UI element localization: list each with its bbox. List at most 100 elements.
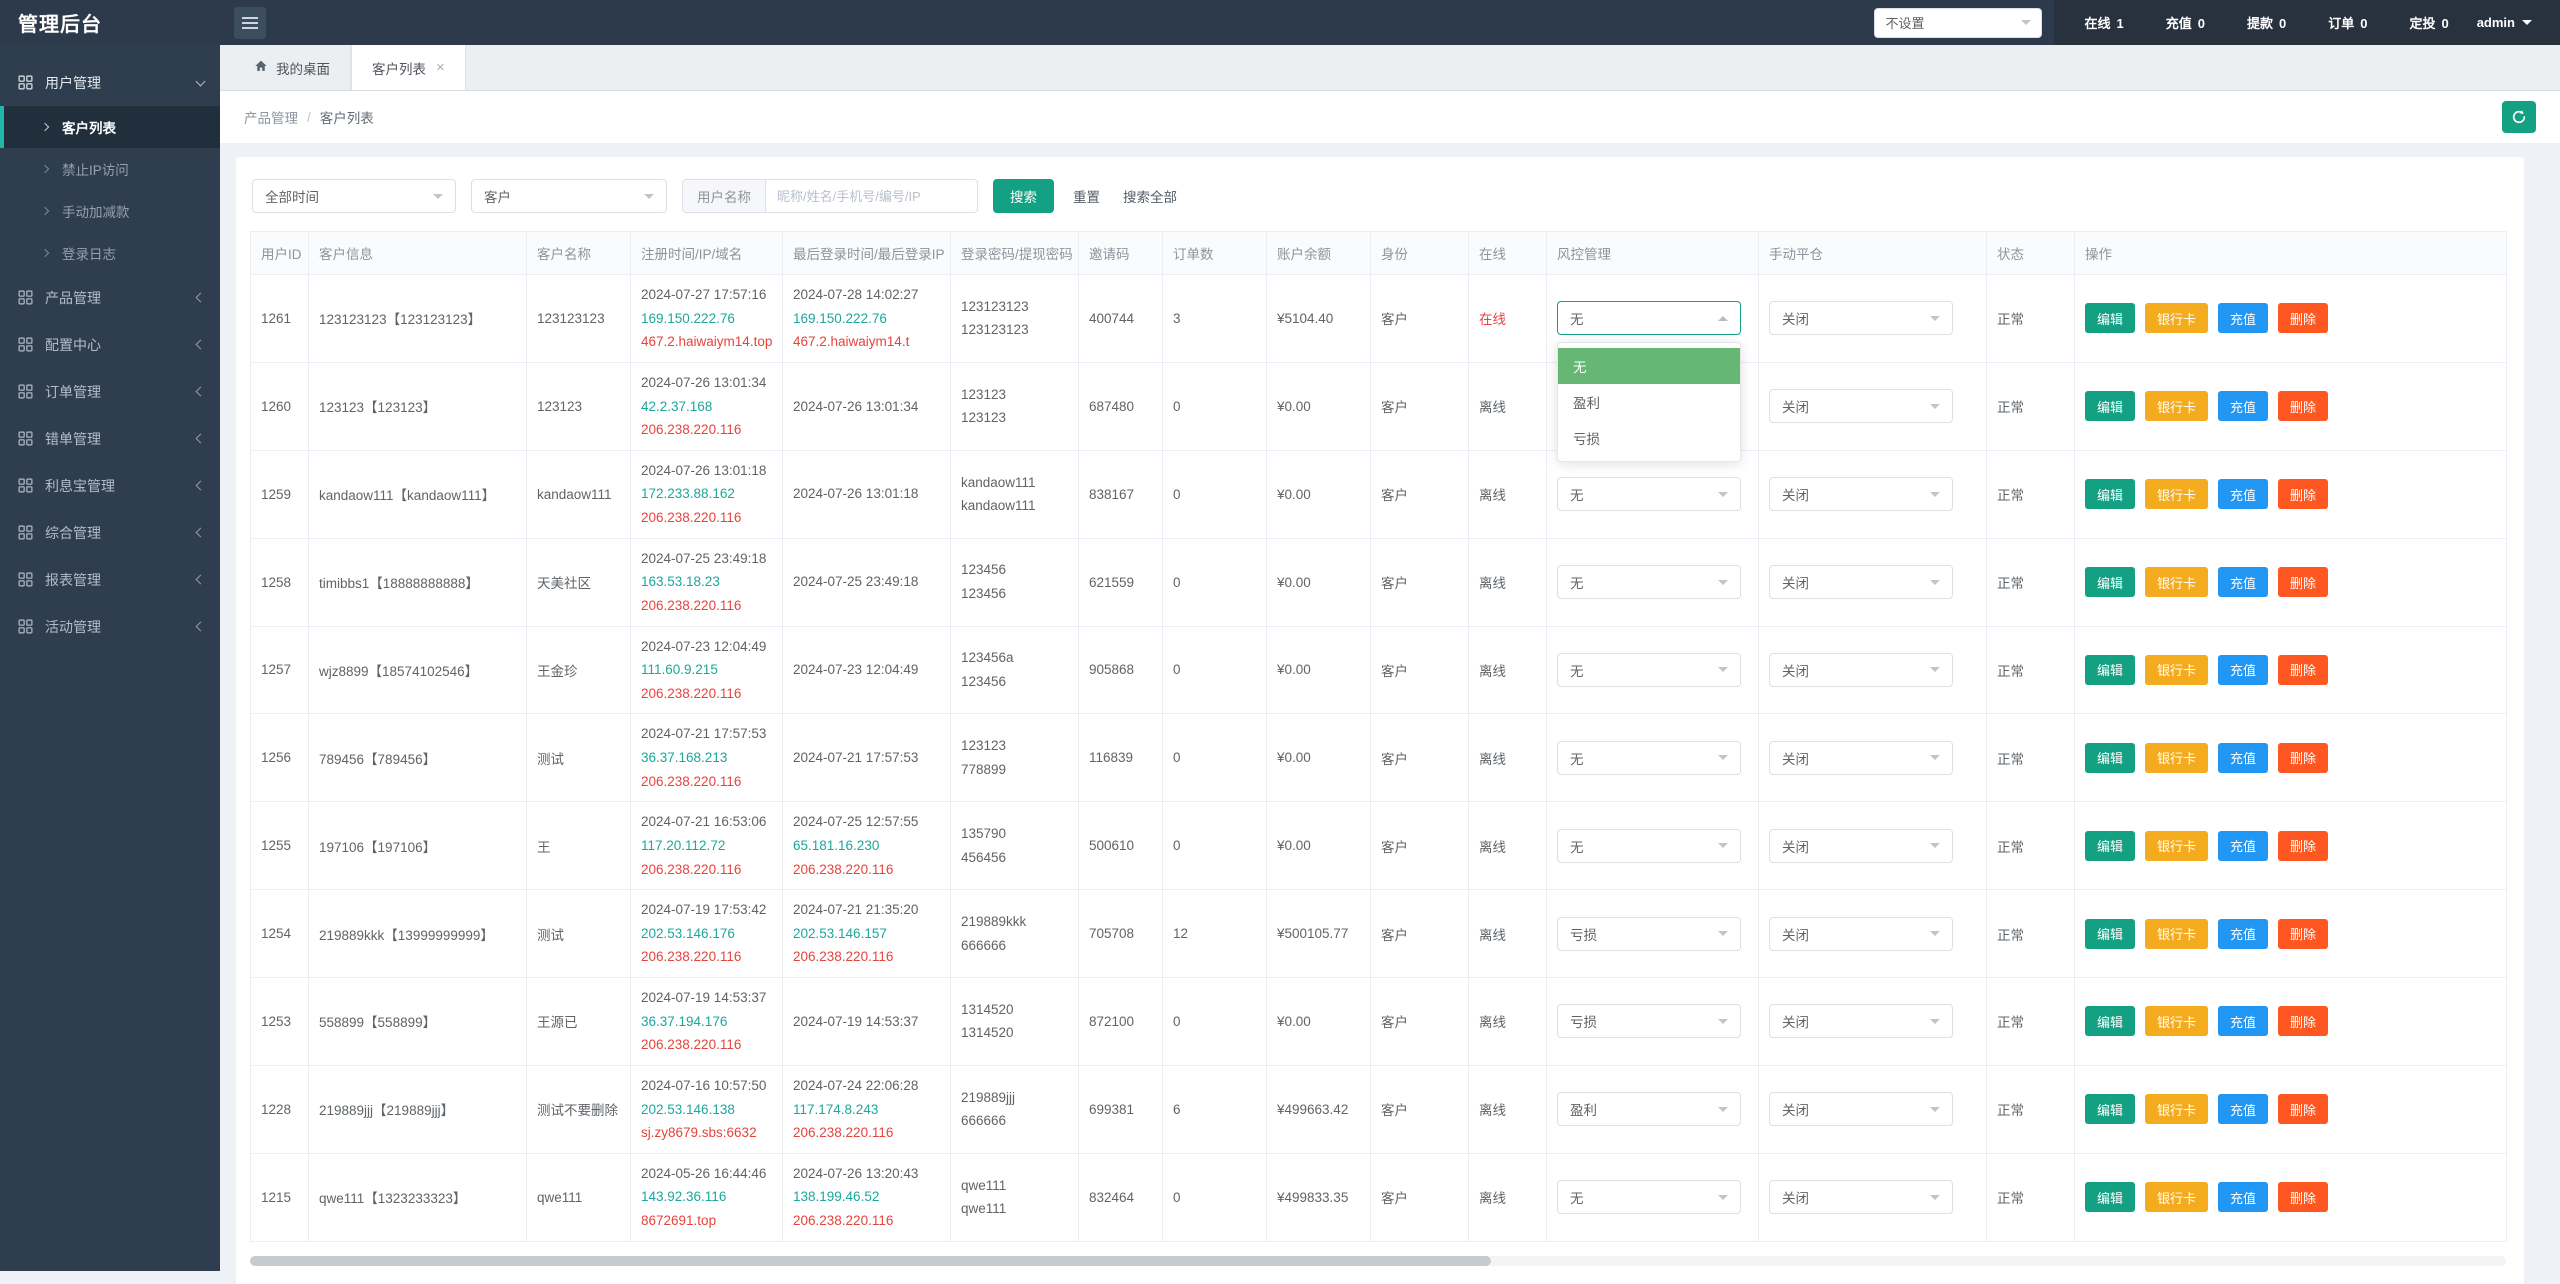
bank-card-button[interactable]: 银行卡	[2145, 567, 2208, 597]
bank-card-button[interactable]: 银行卡	[2145, 303, 2208, 333]
close-position-select[interactable]: 关闭	[1769, 653, 1953, 687]
delete-button[interactable]: 删除	[2278, 303, 2328, 333]
edit-button[interactable]: 编辑	[2085, 1182, 2135, 1212]
edit-button[interactable]: 编辑	[2085, 743, 2135, 773]
bank-card-button[interactable]: 银行卡	[2145, 743, 2208, 773]
edit-button[interactable]: 编辑	[2085, 1094, 2135, 1124]
reset-button[interactable]: 重置	[1069, 179, 1104, 213]
recharge-button[interactable]: 充值	[2218, 391, 2268, 421]
cell-last-login: 2024-07-21 21:35:20 202.53.146.157 206.2…	[783, 890, 951, 978]
edit-button[interactable]: 编辑	[2085, 479, 2135, 509]
sidebar-group-4[interactable]: 错单管理	[0, 415, 220, 462]
bank-card-button[interactable]: 银行卡	[2145, 479, 2208, 509]
risk-option[interactable]: 无	[1558, 348, 1740, 384]
delete-button[interactable]: 删除	[2278, 1094, 2328, 1124]
delete-button[interactable]: 删除	[2278, 479, 2328, 509]
close-position-select[interactable]: 关闭	[1769, 1092, 1953, 1126]
recharge-button[interactable]: 充值	[2218, 1006, 2268, 1036]
sidebar-group-7[interactable]: 报表管理	[0, 556, 220, 603]
risk-select[interactable]: 无	[1557, 1180, 1741, 1214]
recharge-button[interactable]: 充值	[2218, 655, 2268, 685]
risk-option[interactable]: 盈利	[1558, 384, 1740, 420]
risk-select[interactable]: 盈利	[1557, 1092, 1741, 1126]
breadcrumb-item[interactable]: 产品管理	[244, 107, 298, 127]
preset-select[interactable]: 不设置	[1874, 8, 2042, 38]
delete-button[interactable]: 删除	[2278, 1006, 2328, 1036]
risk-select[interactable]: 亏损	[1557, 1004, 1741, 1038]
sidebar-subitem[interactable]: 客户列表	[0, 106, 220, 148]
sidebar-toggle-button[interactable]	[234, 7, 266, 39]
risk-option[interactable]: 亏损	[1558, 420, 1740, 456]
risk-select[interactable]: 无	[1557, 741, 1741, 775]
delete-button[interactable]: 删除	[2278, 567, 2328, 597]
edit-button[interactable]: 编辑	[2085, 655, 2135, 685]
scrollbar-thumb[interactable]	[250, 1256, 1491, 1266]
sidebar-group-5[interactable]: 利息宝管理	[0, 462, 220, 509]
sidebar-group-8[interactable]: 活动管理	[0, 603, 220, 650]
breadcrumb-item[interactable]: 客户列表	[320, 107, 374, 127]
risk-select[interactable]: 无	[1557, 829, 1741, 863]
edit-button[interactable]: 编辑	[2085, 919, 2135, 949]
delete-button[interactable]: 删除	[2278, 655, 2328, 685]
delete-button[interactable]: 删除	[2278, 919, 2328, 949]
delete-button[interactable]: 删除	[2278, 391, 2328, 421]
edit-button[interactable]: 编辑	[2085, 567, 2135, 597]
bank-card-button[interactable]: 银行卡	[2145, 655, 2208, 685]
risk-select[interactable]: 亏损	[1557, 917, 1741, 951]
close-position-select[interactable]: 关闭	[1769, 1004, 1953, 1038]
recharge-button[interactable]: 充值	[2218, 919, 2268, 949]
risk-select[interactable]: 无	[1557, 301, 1741, 335]
risk-select[interactable]: 无	[1557, 565, 1741, 599]
time-range-select[interactable]: 全部时间	[252, 179, 456, 213]
sidebar-group-2[interactable]: 配置中心	[0, 321, 220, 368]
close-position-select[interactable]: 关闭	[1769, 829, 1953, 863]
keyword-input[interactable]	[766, 180, 977, 212]
recharge-button[interactable]: 充值	[2218, 1182, 2268, 1212]
bank-card-button[interactable]: 银行卡	[2145, 1094, 2208, 1124]
chevron-icon	[196, 434, 206, 444]
close-position-select[interactable]: 关闭	[1769, 741, 1953, 775]
edit-button[interactable]: 编辑	[2085, 1006, 2135, 1036]
sidebar-group-6[interactable]: 综合管理	[0, 509, 220, 556]
close-position-select[interactable]: 关闭	[1769, 301, 1953, 335]
close-position-select[interactable]: 关闭	[1769, 917, 1953, 951]
recharge-button[interactable]: 充值	[2218, 1094, 2268, 1124]
bank-card-button[interactable]: 银行卡	[2145, 831, 2208, 861]
risk-select[interactable]: 无	[1557, 477, 1741, 511]
close-position-select[interactable]: 关闭	[1769, 477, 1953, 511]
sidebar-subitem[interactable]: 手动加减款	[0, 190, 220, 232]
recharge-button[interactable]: 充值	[2218, 303, 2268, 333]
bank-card-button[interactable]: 银行卡	[2145, 1006, 2208, 1036]
bank-card-button[interactable]: 银行卡	[2145, 391, 2208, 421]
close-position-select[interactable]: 关闭	[1769, 565, 1953, 599]
recharge-button[interactable]: 充值	[2218, 479, 2268, 509]
edit-button[interactable]: 编辑	[2085, 831, 2135, 861]
edit-button[interactable]: 编辑	[2085, 391, 2135, 421]
recharge-button[interactable]: 充值	[2218, 743, 2268, 773]
tab[interactable]: 客户列表 ×	[351, 45, 466, 90]
recharge-button[interactable]: 充值	[2218, 567, 2268, 597]
sidebar-group-label: 订单管理	[45, 382, 197, 402]
search-button[interactable]: 搜索	[993, 179, 1054, 213]
risk-select[interactable]: 无	[1557, 653, 1741, 687]
recharge-button[interactable]: 充值	[2218, 831, 2268, 861]
customer-type-select[interactable]: 客户	[471, 179, 667, 213]
refresh-button[interactable]	[2502, 101, 2536, 133]
sidebar-group-3[interactable]: 订单管理	[0, 368, 220, 415]
delete-button[interactable]: 删除	[2278, 1182, 2328, 1212]
sidebar-group-1[interactable]: 产品管理	[0, 274, 220, 321]
search-all-button[interactable]: 搜索全部	[1119, 179, 1181, 213]
close-icon[interactable]: ×	[436, 59, 445, 76]
bank-card-button[interactable]: 银行卡	[2145, 1182, 2208, 1212]
sidebar-group-0[interactable]: 用户管理	[0, 59, 220, 106]
sidebar-subitem[interactable]: 禁止IP访问	[0, 148, 220, 190]
close-position-select[interactable]: 关闭	[1769, 1180, 1953, 1214]
close-position-select[interactable]: 关闭	[1769, 389, 1953, 423]
delete-button[interactable]: 删除	[2278, 831, 2328, 861]
sidebar-subitem[interactable]: 登录日志	[0, 232, 220, 274]
bank-card-button[interactable]: 银行卡	[2145, 919, 2208, 949]
edit-button[interactable]: 编辑	[2085, 303, 2135, 333]
tab[interactable]: 我的桌面	[234, 45, 351, 90]
delete-button[interactable]: 删除	[2278, 743, 2328, 773]
admin-menu[interactable]: admin	[2477, 15, 2532, 30]
